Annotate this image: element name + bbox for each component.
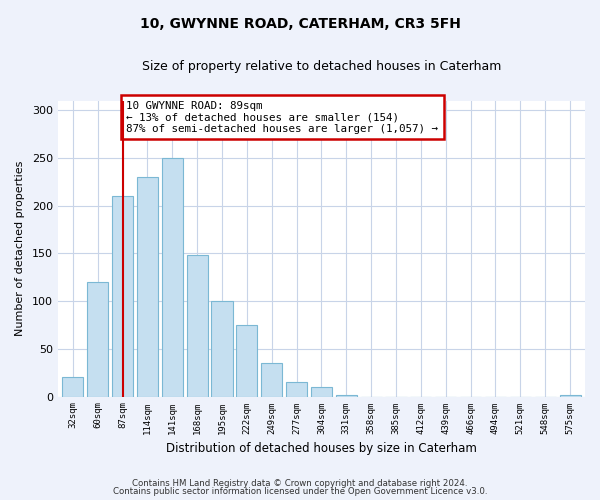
Bar <box>261 363 283 396</box>
Bar <box>112 196 133 396</box>
Bar <box>87 282 108 397</box>
Bar <box>336 394 357 396</box>
Bar <box>137 177 158 396</box>
Bar <box>286 382 307 396</box>
Text: Contains public sector information licensed under the Open Government Licence v3: Contains public sector information licen… <box>113 487 487 496</box>
Bar <box>236 325 257 396</box>
Bar <box>311 387 332 396</box>
Bar <box>162 158 183 396</box>
Text: 10, GWYNNE ROAD, CATERHAM, CR3 5FH: 10, GWYNNE ROAD, CATERHAM, CR3 5FH <box>140 18 460 32</box>
Bar <box>211 301 233 396</box>
Bar <box>62 378 83 396</box>
X-axis label: Distribution of detached houses by size in Caterham: Distribution of detached houses by size … <box>166 442 477 455</box>
Bar <box>560 394 581 396</box>
Text: 10 GWYNNE ROAD: 89sqm
← 13% of detached houses are smaller (154)
87% of semi-det: 10 GWYNNE ROAD: 89sqm ← 13% of detached … <box>127 100 439 134</box>
Bar <box>187 255 208 396</box>
Title: Size of property relative to detached houses in Caterham: Size of property relative to detached ho… <box>142 60 501 73</box>
Text: Contains HM Land Registry data © Crown copyright and database right 2024.: Contains HM Land Registry data © Crown c… <box>132 478 468 488</box>
Y-axis label: Number of detached properties: Number of detached properties <box>15 161 25 336</box>
